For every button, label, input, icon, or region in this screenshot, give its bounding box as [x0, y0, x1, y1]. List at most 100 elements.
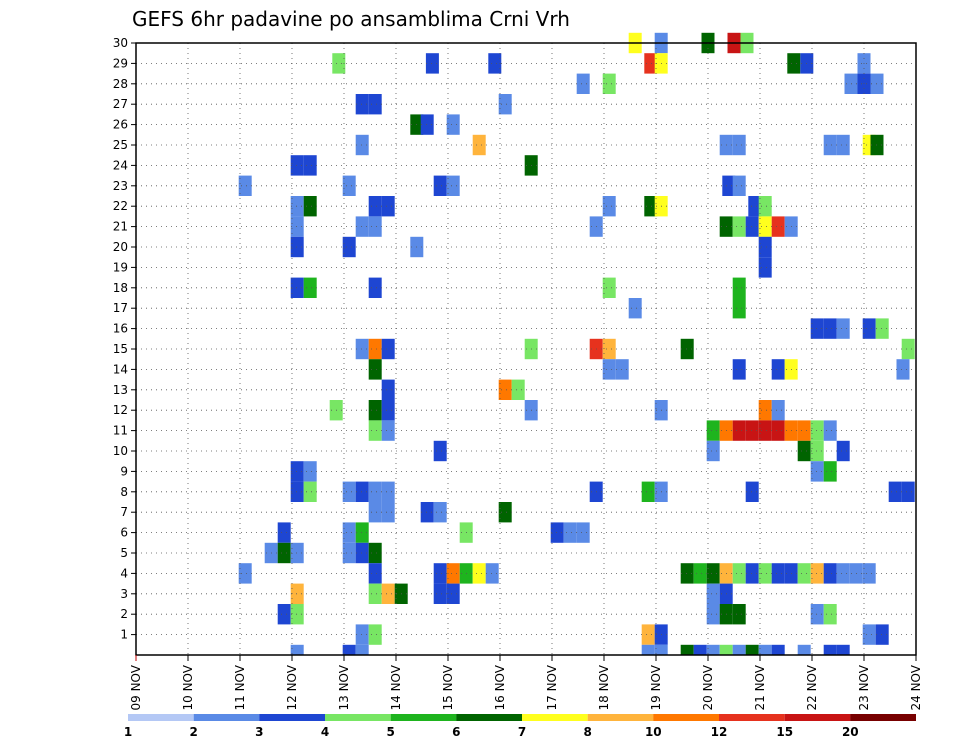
heatmap-cell [602, 196, 616, 217]
heatmap-cell [901, 338, 915, 360]
heatmap-cell [381, 420, 395, 441]
heatmap-cell [342, 481, 356, 502]
y-tick-label: 28 [113, 77, 128, 91]
heatmap-cell [368, 400, 382, 421]
y-tick-label: 20 [113, 240, 128, 254]
heatmap-cell [576, 522, 590, 543]
heatmap-cell [355, 216, 369, 237]
legend-swatch [128, 714, 194, 721]
heatmap-cell [381, 338, 395, 360]
x-tick-label: 23 NOV [857, 664, 871, 710]
x-axis: 09 NOV 10 NOV 11 NOV 12 NOV 13 NOV 14 NOV 15 N… [129, 655, 923, 711]
legend-swatch [719, 714, 785, 721]
heatmap-cell [485, 563, 499, 584]
x-tick-label: 13 NOV [337, 664, 351, 710]
heatmap-cell [368, 420, 382, 441]
heatmap-cell [732, 563, 746, 584]
heatmap-cell [303, 461, 317, 482]
heatmap-cell [342, 236, 356, 258]
heatmap-cell [368, 481, 382, 502]
heatmap-cell [368, 359, 382, 380]
heatmap-cell [732, 175, 746, 196]
heatmap-cell [602, 277, 616, 298]
heatmap-cell [771, 420, 785, 441]
heatmap-cell [745, 644, 759, 655]
heatmap-cell [875, 318, 889, 339]
x-tick-label: 17 NOV [545, 664, 559, 710]
heatmap-cell [368, 583, 382, 604]
heatmap-cell [771, 216, 785, 237]
heatmap-cell [758, 257, 772, 278]
heatmap-cell [550, 522, 564, 543]
legend-swatch [193, 714, 260, 721]
heatmap-cell [368, 277, 382, 298]
heatmap-cell [888, 481, 902, 502]
heatmap-cell [290, 196, 304, 217]
legend-label: 15 [776, 725, 793, 739]
heatmap-cell [836, 563, 850, 584]
y-tick-label: 12 [113, 403, 128, 417]
heatmap-cell [823, 318, 837, 339]
heatmap-cell [745, 563, 759, 584]
heatmap-cell [498, 379, 512, 400]
heatmap-cell [290, 583, 304, 604]
heatmap-cell [290, 236, 304, 258]
y-tick-label: 17 [113, 301, 128, 315]
heatmap-cell [290, 542, 304, 564]
y-tick-label: 2 [120, 607, 128, 621]
heatmap-cell [290, 277, 304, 298]
y-tick-label: 22 [113, 199, 128, 213]
heatmap-cell [732, 359, 746, 380]
legend-label: 20 [842, 725, 859, 739]
x-tick-label: 20 NOV [701, 664, 715, 710]
heatmap-cell [342, 175, 356, 196]
heatmap-cell [641, 481, 655, 502]
heatmap-cell [355, 134, 369, 156]
legend-swatch [653, 714, 719, 721]
heatmap-cell [602, 73, 616, 94]
heatmap-cell [693, 563, 707, 584]
heatmap-cell [602, 359, 616, 380]
heatmap-cell [355, 542, 369, 564]
heatmap-cell [433, 175, 447, 196]
heatmap-cell [381, 400, 395, 421]
legend-swatch [259, 714, 325, 721]
legend-label: 8 [584, 725, 592, 739]
heatmap-cell [290, 216, 304, 237]
y-tick-label: 5 [120, 546, 128, 560]
heatmap-cell [771, 400, 785, 421]
heatmap-cell [862, 563, 876, 584]
y-tick-label: 30 [113, 36, 128, 50]
heatmap-cell [368, 216, 382, 237]
heatmap-cell [355, 94, 369, 115]
legend-label: 7 [518, 725, 526, 739]
heatmap-cell [758, 644, 772, 655]
heatmap-cell [368, 563, 382, 584]
heatmap-cell [787, 53, 801, 74]
heatmap-cell [342, 542, 356, 564]
heatmap-cell [381, 196, 395, 217]
heatmap-cell [722, 175, 736, 196]
y-tick-label: 21 [113, 220, 128, 234]
y-tick-label: 11 [113, 424, 128, 438]
heatmap-cell [823, 604, 837, 625]
heatmap-cell [420, 114, 434, 135]
heatmap-cell [355, 522, 369, 543]
color-legend: 1 2 3 4 5 6 7 8 10 12 15 20 [124, 714, 916, 739]
heatmap-cell [823, 134, 837, 156]
heatmap-cell [758, 216, 772, 237]
heatmap-cell [823, 420, 837, 441]
x-tick-label: 16 NOV [493, 664, 507, 710]
heatmap-cell [446, 583, 460, 604]
heatmap-cell [420, 502, 434, 523]
heatmap-cell [303, 155, 317, 176]
heatmap-cell [290, 461, 304, 482]
heatmap-cell [488, 53, 502, 74]
heatmap-cell [823, 563, 837, 584]
heatmap-cell [290, 481, 304, 502]
heatmap-cell [563, 522, 577, 543]
heatmap-cell [381, 583, 395, 604]
legend-label: 4 [321, 725, 329, 739]
heatmap-cell [511, 379, 525, 400]
heatmap-cell [758, 236, 772, 258]
